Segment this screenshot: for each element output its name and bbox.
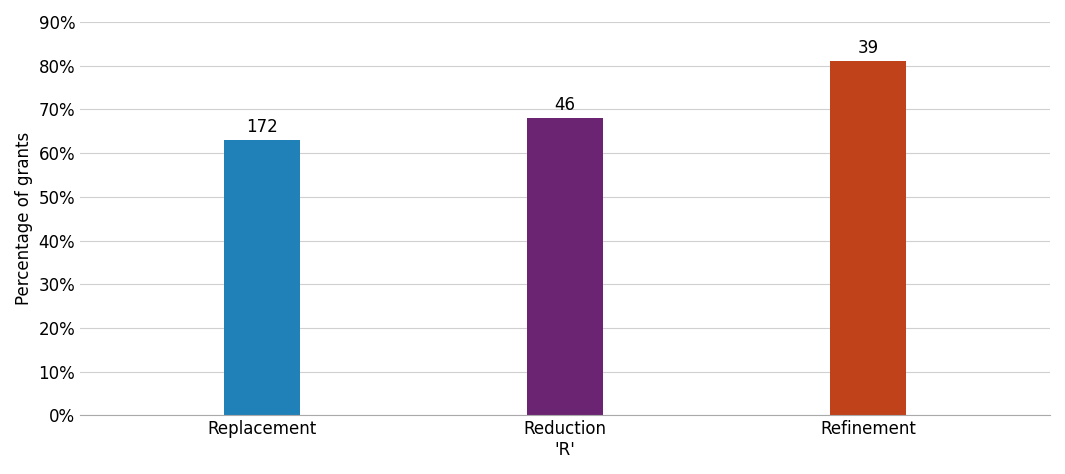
Bar — [527, 118, 603, 415]
Bar — [224, 140, 300, 415]
Text: 39: 39 — [857, 39, 879, 57]
Bar — [831, 61, 906, 415]
Text: 46: 46 — [555, 96, 575, 114]
Y-axis label: Percentage of grants: Percentage of grants — [15, 132, 33, 305]
Text: 172: 172 — [246, 118, 278, 136]
